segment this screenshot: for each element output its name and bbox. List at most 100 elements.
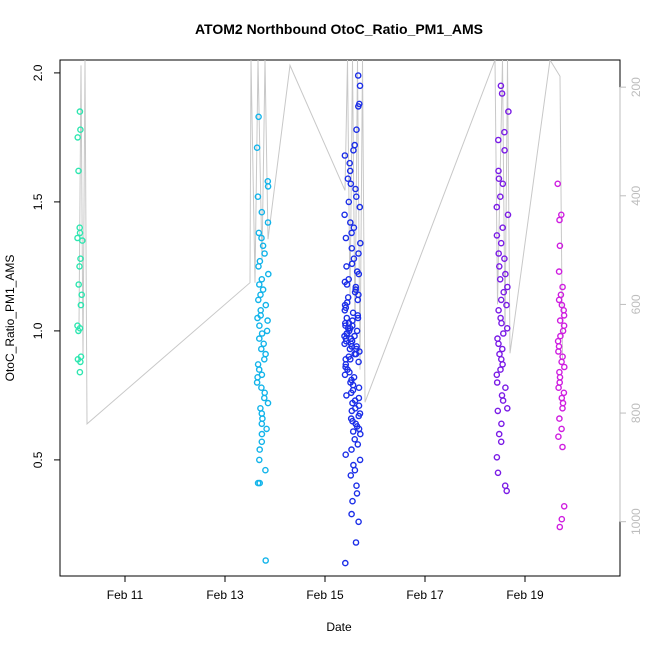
data-point <box>561 363 568 371</box>
data-point <box>558 394 566 402</box>
data-point <box>349 309 357 317</box>
data-point <box>356 430 364 438</box>
data-point <box>495 167 502 175</box>
data-point <box>559 399 567 407</box>
right-tick-label: 1000 <box>629 508 643 535</box>
data-point <box>351 350 359 358</box>
data-point <box>555 433 562 441</box>
data-point <box>261 389 269 397</box>
data-point <box>556 242 564 250</box>
data-point <box>257 345 265 353</box>
data-point <box>493 453 501 461</box>
data-point <box>75 281 82 288</box>
data-point <box>254 193 262 200</box>
data-point <box>262 350 269 358</box>
data-point <box>356 456 364 464</box>
data-point <box>347 472 355 479</box>
data-point <box>264 399 272 407</box>
data-point <box>504 283 511 291</box>
data-point <box>256 446 264 453</box>
data-point <box>343 314 351 322</box>
data-point <box>352 193 360 200</box>
data-point <box>555 343 563 350</box>
data-point <box>74 134 81 141</box>
data-point <box>354 314 362 322</box>
data-point <box>497 438 505 446</box>
data-point <box>556 373 564 381</box>
y-tick-label: 2.0 <box>31 64 45 81</box>
data-point <box>346 167 354 175</box>
data-point <box>556 368 563 376</box>
data-point <box>494 469 502 477</box>
data-point <box>497 296 505 304</box>
data-point <box>496 275 504 283</box>
data-point <box>555 296 563 304</box>
data-point <box>558 515 566 523</box>
data-point <box>501 128 508 136</box>
data-point <box>260 394 268 402</box>
data-point <box>257 291 264 299</box>
data-point <box>555 384 562 392</box>
data-point <box>353 126 360 133</box>
x-tick-label: Feb 17 <box>406 588 444 602</box>
right-tick-label: 400 <box>629 185 643 205</box>
data-point <box>495 250 503 257</box>
data-point <box>263 327 271 335</box>
data-point <box>350 146 357 154</box>
data-point <box>254 361 262 368</box>
data-point <box>495 263 503 270</box>
data-point <box>503 404 511 412</box>
data-point <box>78 291 85 299</box>
data-point <box>559 327 567 335</box>
data-point <box>355 518 362 526</box>
data-point <box>555 268 563 275</box>
data-point <box>556 379 564 386</box>
data-point <box>498 90 506 97</box>
data-point <box>495 430 503 438</box>
data-point <box>348 510 355 518</box>
data-point <box>353 490 361 497</box>
data-point <box>258 430 266 438</box>
data-point <box>497 314 504 322</box>
data-point <box>494 136 502 144</box>
data-point <box>346 345 354 353</box>
x-tick-label: Feb 13 <box>206 588 244 602</box>
data-point <box>345 198 353 206</box>
data-point <box>77 301 85 309</box>
data-point <box>341 371 349 379</box>
data-point <box>255 366 263 373</box>
data-point <box>264 219 272 226</box>
data-point <box>356 203 364 211</box>
data-point <box>498 420 505 428</box>
data-point <box>341 211 348 219</box>
data-point <box>556 317 564 324</box>
data-point <box>354 72 362 79</box>
data-point <box>77 126 84 133</box>
data-point <box>343 392 350 399</box>
data-point <box>347 389 355 397</box>
right-tick-label: 800 <box>629 403 643 423</box>
data-point <box>555 348 562 355</box>
data-point <box>503 487 511 495</box>
data-point <box>346 219 354 226</box>
data-point <box>253 379 261 386</box>
data-point <box>256 322 263 330</box>
data-point <box>559 443 566 451</box>
data-point <box>349 497 356 505</box>
data-point <box>498 345 506 353</box>
data-point <box>348 260 356 268</box>
data-point <box>257 404 264 412</box>
data-point <box>494 407 502 415</box>
data-point <box>349 428 357 435</box>
data-point <box>497 366 504 373</box>
data-point <box>258 234 265 242</box>
data-point <box>341 340 348 348</box>
data-point <box>258 275 266 283</box>
data-point <box>76 263 83 270</box>
data-point <box>341 306 349 314</box>
data-point <box>262 466 269 474</box>
data-point <box>554 180 562 188</box>
data-point <box>260 340 268 348</box>
data-point <box>495 306 502 314</box>
